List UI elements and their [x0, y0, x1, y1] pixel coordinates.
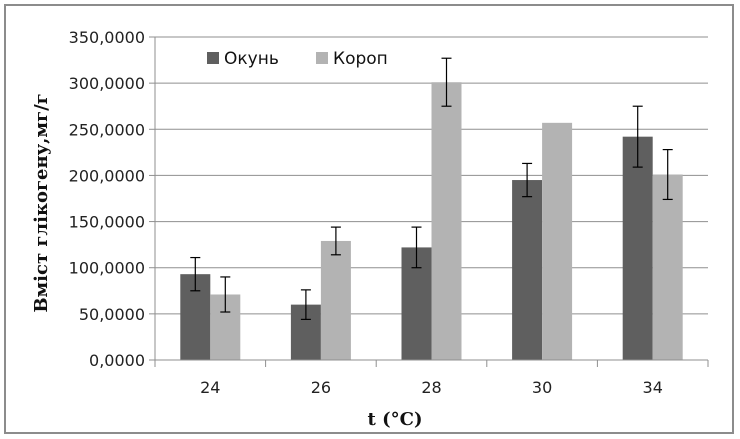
- y-tick-label: 300,0000: [69, 74, 145, 93]
- bar-series2: [652, 174, 683, 360]
- y-tick-label: 250,0000: [69, 120, 145, 139]
- bar-series2: [320, 240, 351, 360]
- axes: 0,0000 50,0000 100,0000 150,0000 200,0000 250…: [69, 28, 709, 397]
- y-tick-label: 0,0000: [89, 351, 145, 370]
- y-tick-label: 350,0000: [69, 28, 145, 47]
- x-tick-label: 30: [532, 378, 552, 397]
- y-tick-label: 200,0000: [69, 166, 145, 185]
- legend-label: Окунь: [224, 49, 279, 69]
- x-tick-label: 24: [200, 378, 220, 397]
- bar-series1: [622, 136, 653, 360]
- y-tick-label: 100,0000: [69, 259, 145, 278]
- legend-swatch: [207, 52, 219, 64]
- bar-series1: [512, 180, 543, 360]
- x-tick-label: 34: [643, 378, 663, 397]
- x-axis-title: t (°C): [368, 409, 423, 430]
- error-bars: [190, 57, 673, 320]
- bar-series2: [542, 122, 573, 360]
- chart-frame: [4, 4, 734, 434]
- legend-label: Короп: [333, 49, 388, 69]
- y-tick-label: 150,0000: [69, 213, 145, 232]
- x-tick-label: 28: [421, 378, 441, 397]
- legend: Окунь Короп: [207, 49, 388, 69]
- legend-swatch: [316, 52, 328, 64]
- y-axis-title: Вміст глікогену,мг/г: [31, 93, 52, 312]
- x-tick-label: 26: [311, 378, 331, 397]
- bar-series2: [431, 82, 462, 360]
- y-tick-label: 50,0000: [79, 305, 145, 324]
